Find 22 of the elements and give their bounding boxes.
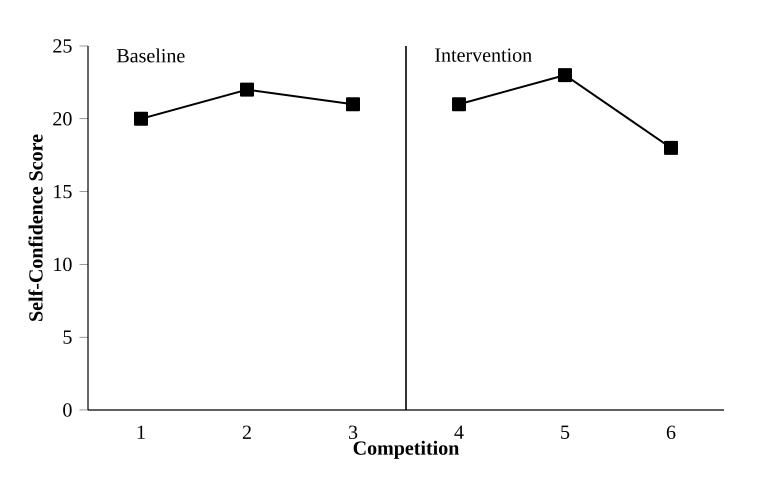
- x-axis-title: Competition: [354, 440, 460, 459]
- x-tick-label: 4: [454, 426, 464, 439]
- annotation: Intervention: [435, 48, 532, 62]
- x-tick-label: 5: [561, 426, 570, 439]
- y-tick-label: 5: [64, 330, 72, 344]
- y-tick-label: 15: [54, 184, 72, 198]
- point: [452, 97, 466, 112]
- x-tick-label: 1: [138, 426, 145, 439]
- y-tick-label: 0: [63, 403, 72, 417]
- y-axis-title: Self-Confidence Score: [28, 134, 43, 321]
- x-tick-label: 2: [242, 426, 251, 439]
- x-tick-label: 3: [348, 426, 358, 440]
- point: [664, 140, 678, 155]
- annotation: Baseline: [116, 48, 185, 62]
- point: [558, 68, 572, 82]
- y-tick-label: 10: [54, 258, 72, 272]
- point: [134, 112, 148, 126]
- x-tick-label: 6: [666, 426, 676, 440]
- point: [346, 97, 360, 112]
- y-tick-label: 25: [53, 39, 72, 53]
- point: [240, 82, 254, 97]
- y-tick-label: 20: [53, 112, 72, 126]
